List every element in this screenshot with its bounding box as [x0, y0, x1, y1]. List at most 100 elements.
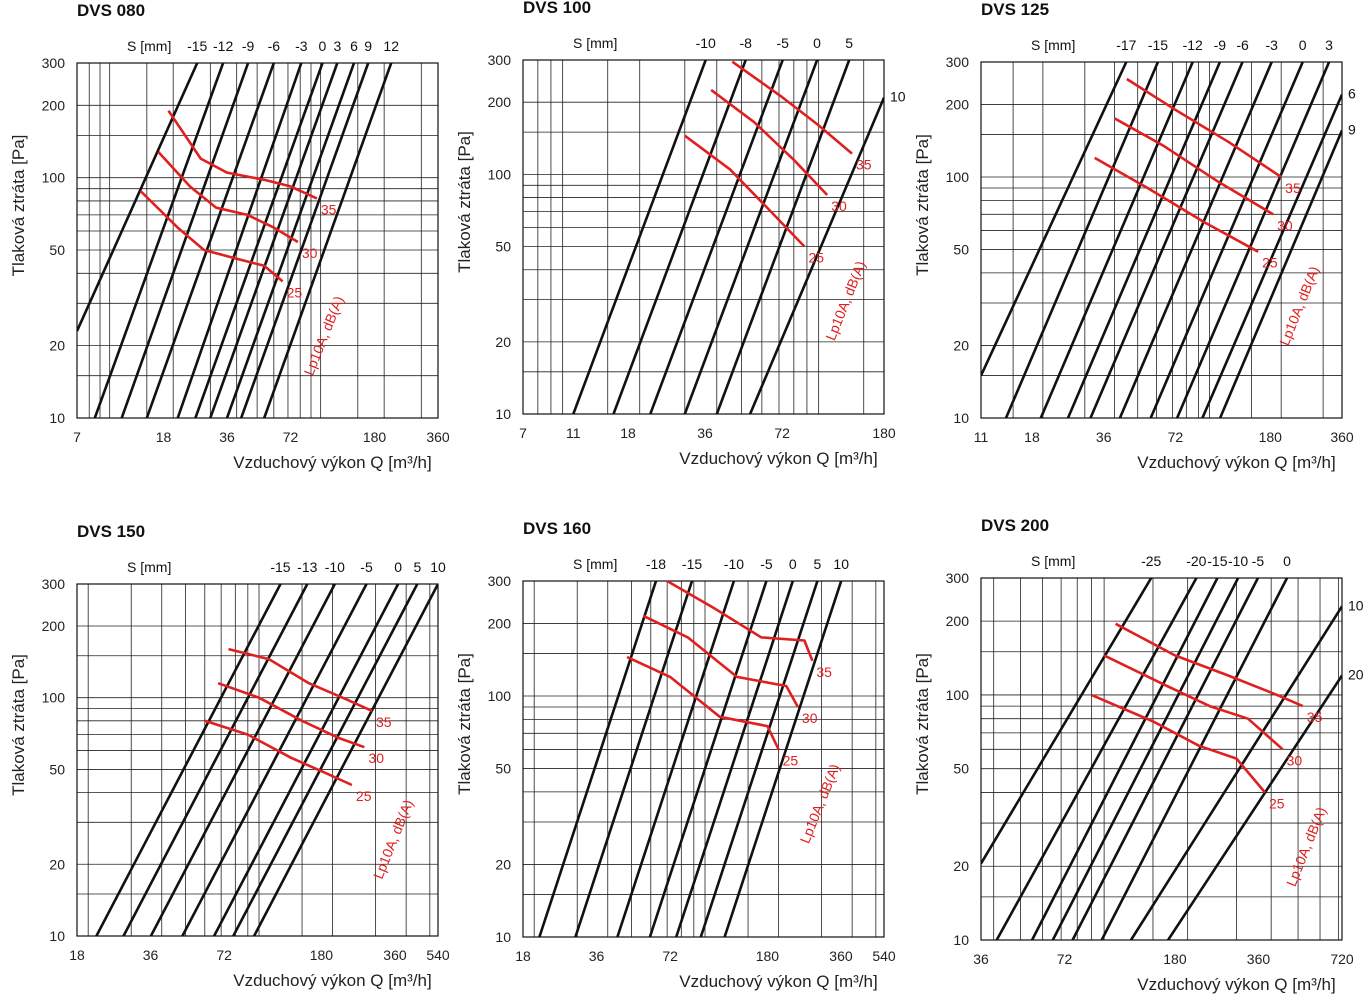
s-setting-label--12: -12 [213, 38, 233, 54]
plot-frame [76, 583, 439, 937]
y-axis-label: Tlaková ztráta [Pa] [9, 135, 28, 277]
s-setting-label--5: -5 [760, 556, 773, 572]
s-setting-label-5: 5 [845, 35, 853, 51]
x-tick-label: 36 [1096, 429, 1112, 445]
noise-label-35: 35 [856, 157, 872, 173]
y-tick-label: 20 [953, 858, 969, 874]
s-line-0 [212, 584, 400, 936]
s-setting-label--9: -9 [1214, 37, 1227, 53]
s-lines [981, 62, 1342, 418]
s-line-6 [225, 63, 356, 418]
noise-curves: 35 30 25 [626, 579, 832, 768]
s-setting-label--8: -8 [740, 35, 753, 51]
x-axis-label: Vzduchový výkon Q [m³/h] [679, 449, 877, 468]
s-line--10 [149, 584, 336, 936]
s-setting-label--10: -10 [696, 35, 716, 51]
noise-axis-label: Lp10A, dB(A) [797, 762, 843, 846]
noise-curve-25 [1094, 156, 1259, 253]
y-tick-label: 300 [488, 52, 512, 68]
s-line-6 [1201, 93, 1342, 418]
x-tick-label: 720 [1330, 951, 1354, 967]
y-tick-label: 10 [495, 406, 511, 422]
noise-label-35: 35 [321, 201, 337, 217]
y-tick-label: 100 [946, 169, 970, 185]
s-setting-label--6: -6 [268, 38, 281, 54]
y-tick-label: 100 [488, 166, 512, 182]
y-tick-label: 200 [488, 615, 512, 631]
noise-curves: 35 30 25 [1090, 622, 1323, 811]
noise-curve-30 [217, 681, 365, 749]
x-tick-label: 360 [1247, 951, 1271, 967]
s-setting-label-5: 5 [413, 559, 421, 575]
x-tick-label: 540 [872, 948, 896, 964]
s-line--12 [93, 63, 225, 418]
s-setting-label--10: -10 [1228, 553, 1248, 569]
noise-label-35: 35 [816, 664, 832, 680]
s-lines [95, 584, 438, 936]
y-tick-label: 10 [49, 410, 65, 426]
x-tick-label: 180 [363, 429, 387, 445]
s-line-0 [194, 63, 324, 418]
s-setting-label-0: 0 [319, 38, 327, 54]
x-tick-label: 72 [662, 948, 678, 964]
x-axis-label: Vzduchový výkon Q [m³/h] [233, 971, 431, 990]
y-axis-label: Tlaková ztráta [Pa] [455, 131, 474, 273]
noise-axis-label: Lp10A, dB(A) [1283, 805, 1329, 889]
x-tick-label: 72 [1168, 429, 1184, 445]
noise-curve-35 [731, 60, 853, 155]
noise-label-25: 25 [1262, 255, 1278, 271]
s-setting-label--10: -10 [325, 559, 345, 575]
s-setting-label--3: -3 [295, 38, 308, 54]
x-tick-label: 11 [974, 429, 989, 445]
y-tick-label: 300 [42, 55, 66, 71]
s-line--10 [1051, 578, 1240, 940]
s-line-0 [674, 581, 795, 937]
s-line-9 [239, 63, 370, 418]
noise-curve-35 [228, 647, 373, 713]
x-tick-label: 72 [774, 425, 790, 441]
y-tick-label: 50 [495, 761, 511, 777]
s-setting-label-6: 6 [1348, 85, 1356, 101]
s-axis-title: S [mm] [127, 559, 171, 575]
s-setting-label--5: -5 [360, 559, 373, 575]
chart-title: DVS 160 [523, 519, 591, 538]
s-line--10 [572, 60, 707, 414]
x-axis-label: Vzduchový výkon Q [m³/h] [1137, 975, 1335, 994]
y-axis-label: Tlaková ztráta [Pa] [913, 653, 932, 795]
x-tick-label: 18 [515, 948, 531, 964]
s-line-10 [748, 97, 884, 414]
noise-label-35: 35 [1307, 709, 1323, 725]
plot-frame [980, 577, 1343, 941]
s-setting-label-10: 10 [430, 559, 446, 575]
noise-label-30: 30 [1287, 752, 1303, 768]
s-setting-label--10: -10 [724, 556, 744, 572]
x-tick-label: 7 [519, 425, 527, 441]
s-line-0 [683, 60, 819, 414]
noise-label-30: 30 [368, 750, 384, 766]
s-setting-label-0: 0 [1299, 37, 1307, 53]
x-tick-label: 72 [1057, 951, 1073, 967]
s-setting-label-3: 3 [1325, 37, 1333, 53]
s-line--5 [649, 60, 784, 414]
y-tick-label: 200 [488, 94, 512, 110]
s-setting-label--5: -5 [777, 35, 790, 51]
chart-title: DVS 080 [77, 1, 145, 20]
x-axis-label: Vzduchový výkon Q [m³/h] [679, 972, 877, 991]
y-tick-label: 200 [42, 618, 66, 634]
s-setting-label-10: 10 [1348, 597, 1364, 613]
s-line--15 [77, 63, 199, 332]
s-line--12 [1039, 62, 1194, 418]
x-tick-label: 72 [216, 947, 232, 963]
noise-axis-label: Lp10A, dB(A) [1276, 264, 1322, 348]
y-axis-label: Tlaková ztráta [Pa] [455, 653, 474, 795]
s-line--5 [648, 581, 768, 937]
s-lines [572, 60, 884, 414]
x-tick-label: 360 [1330, 429, 1354, 445]
x-tick-label: 36 [143, 947, 159, 963]
noise-label-30: 30 [302, 245, 318, 261]
noise-curves: 35 30 25 [139, 109, 337, 300]
noise-axis-label: Lp10A, dB(A) [370, 797, 416, 881]
x-tick-label: 360 [383, 947, 407, 963]
